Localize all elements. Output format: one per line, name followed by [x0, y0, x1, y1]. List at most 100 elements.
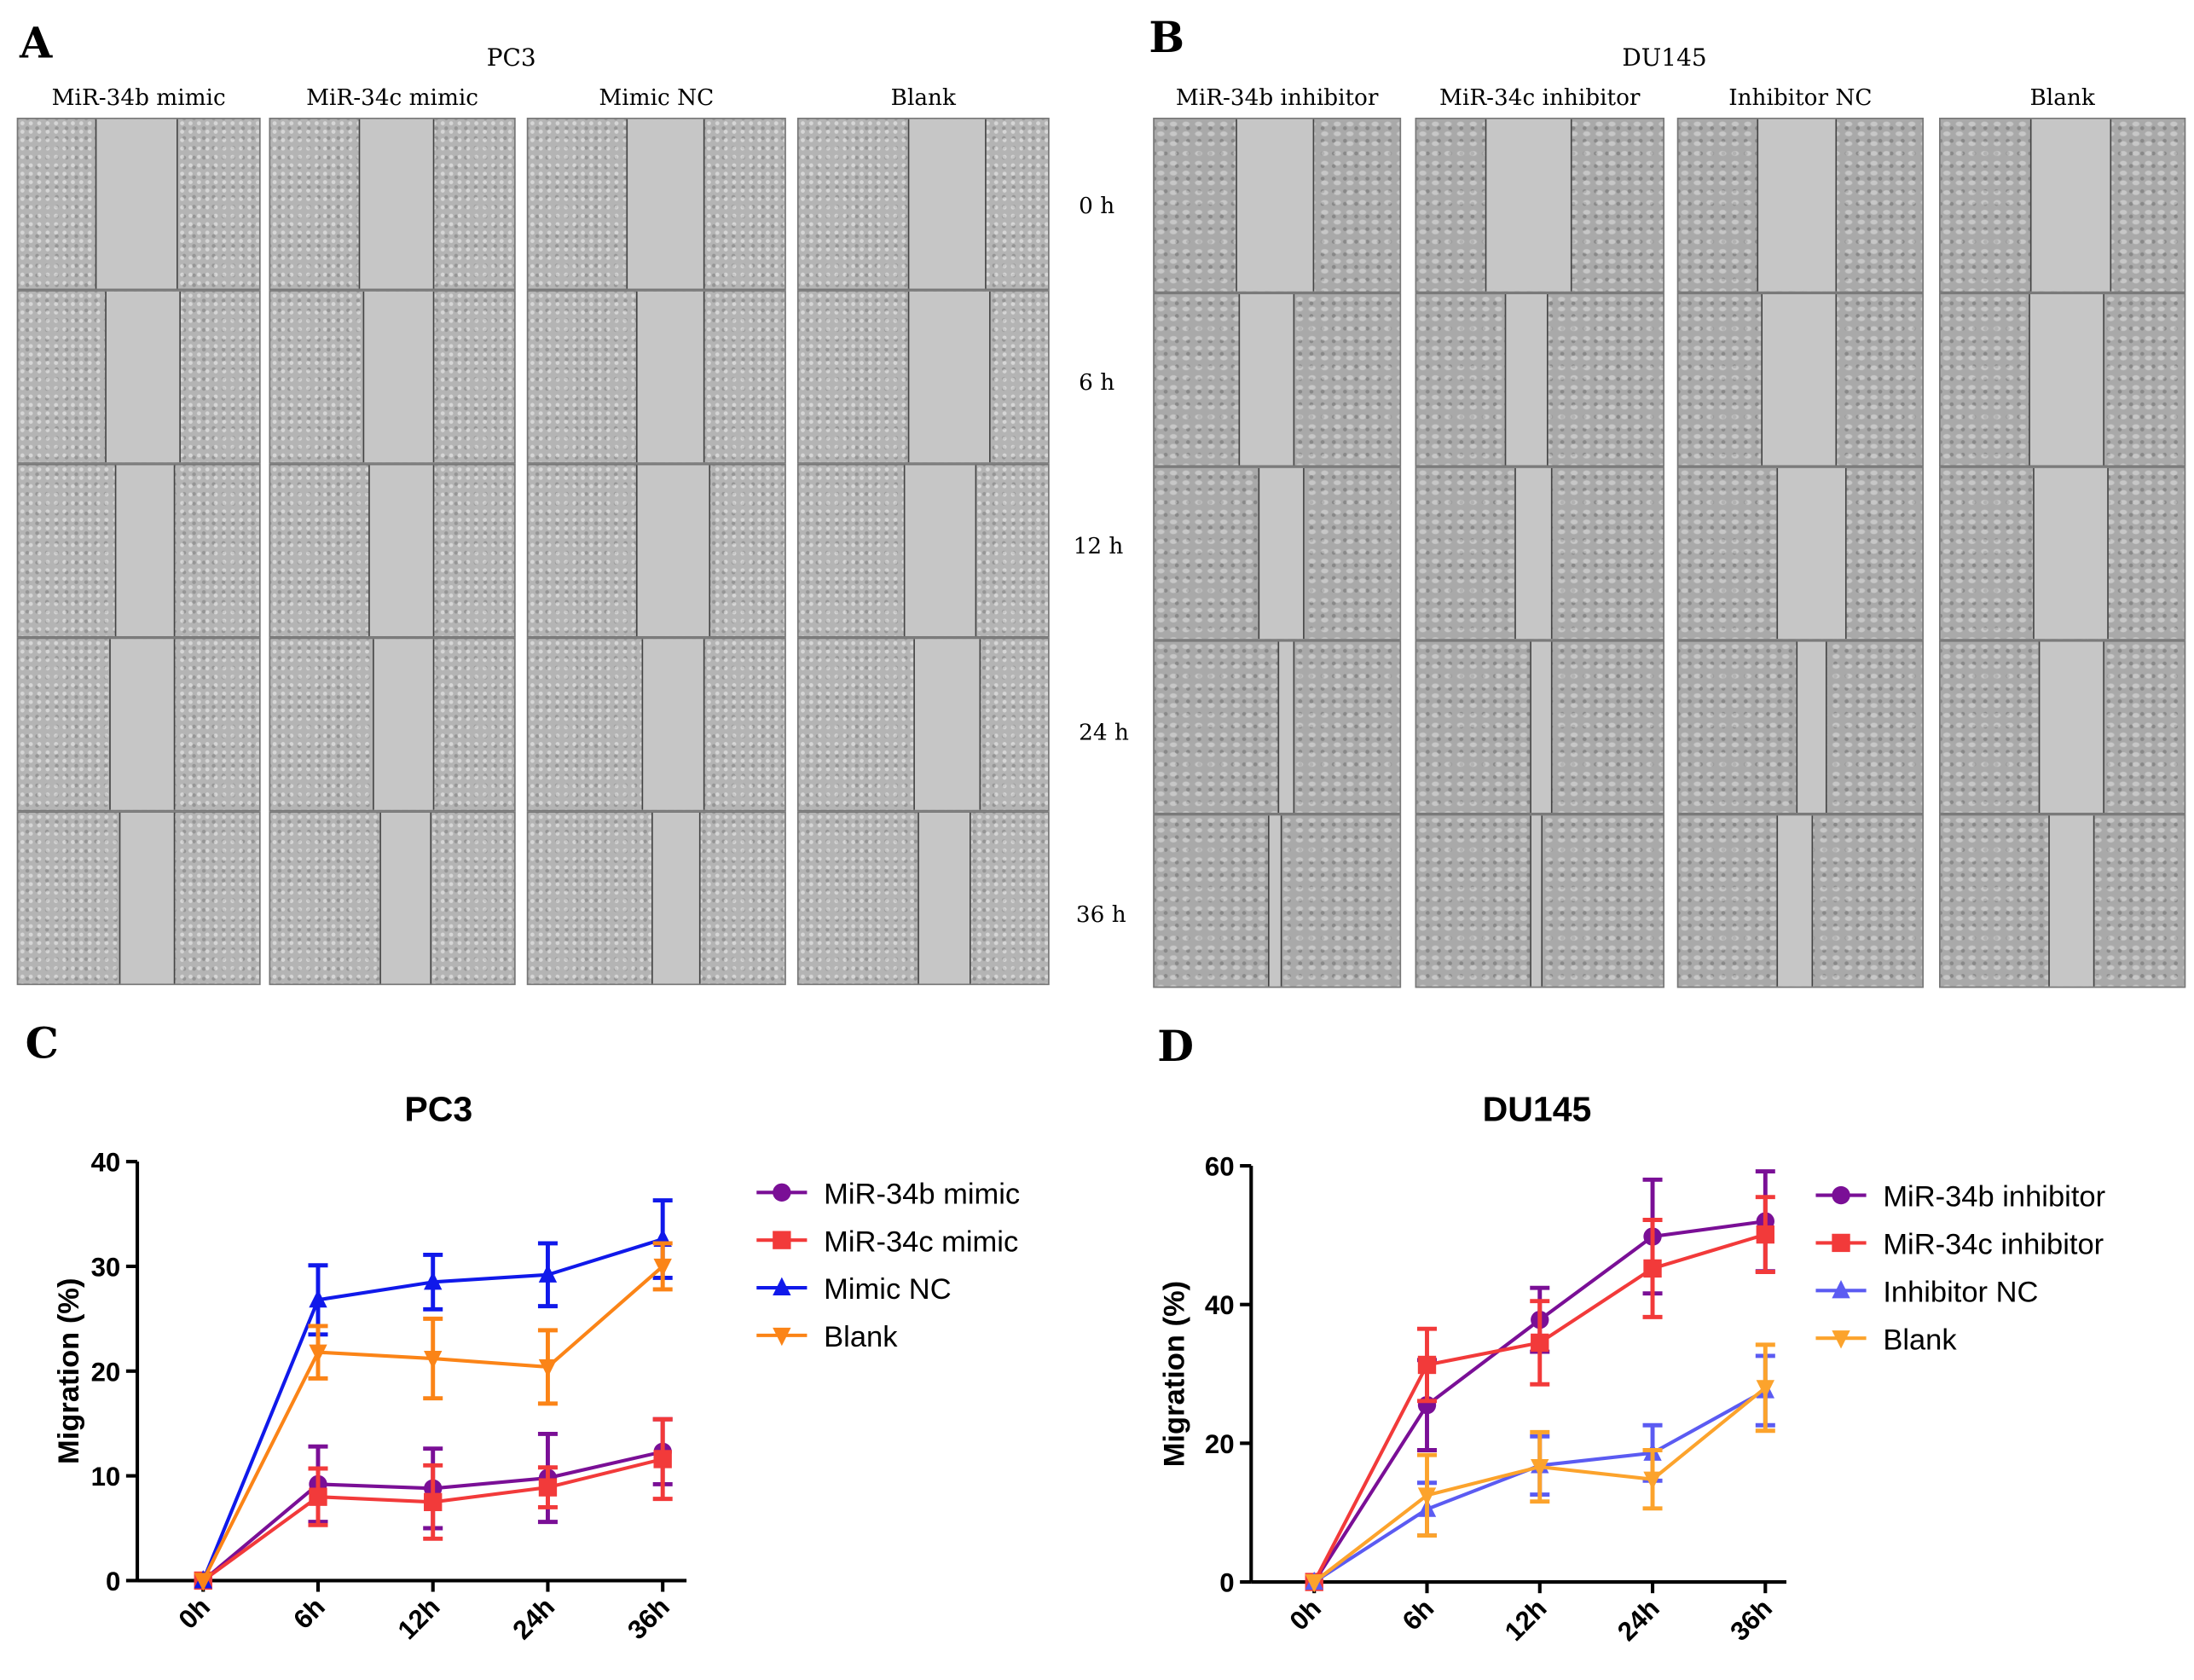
du145-point-1-4	[1756, 1225, 1774, 1244]
du145-y-tick-label-0: 0	[1219, 1568, 1234, 1598]
pc3-scratch-gap-r0-c0	[95, 119, 178, 289]
du145-point-3-4	[1756, 1380, 1774, 1399]
time-label-12h: 12 h	[1073, 532, 1124, 559]
pc3-micrograph-r0-c1	[269, 118, 516, 291]
pc3-scratch-gap-r1-c2	[635, 291, 706, 463]
du145-point-3-3	[1643, 1471, 1662, 1491]
pc3-scratch-gap-r0-c1	[358, 119, 435, 289]
du145-legend-marker-3	[1832, 1330, 1850, 1349]
pc3-micrograph-r3-c0	[16, 637, 261, 812]
du145-scratch-gap-r2-c2	[1775, 467, 1848, 640]
pc3-point-3-4	[653, 1258, 672, 1277]
pc3-legend-label-0: MiR-34b mimic	[824, 1178, 1020, 1210]
pc3-scratch-gap-r3-c1	[373, 639, 435, 810]
du145-scratch-gap-r2-c3	[2033, 467, 2110, 640]
du145-col-label-inhibitor-nc: Inhibitor NC	[1728, 84, 1873, 111]
pc3-micrograph-r4-c2	[526, 811, 786, 986]
pc3-y-tick-label-0: 0	[106, 1567, 120, 1596]
du145-micrograph-r3-c1	[1415, 640, 1665, 814]
pc3-scratch-gap-r0-c2	[625, 119, 706, 289]
pc3-point-2-3	[538, 1264, 558, 1283]
pc3-legend-marker-0	[773, 1183, 791, 1202]
du145-x-tick-label-3: 24h	[1612, 1593, 1665, 1647]
pc3-point-1-2	[424, 1492, 443, 1511]
pc3-col-label-mir34b: MiR-34b mimic	[51, 84, 226, 111]
du145-legend-label-3: Blank	[1883, 1324, 1957, 1356]
du145-micrograph-r0-c1	[1415, 118, 1665, 293]
du145-scratch-gap-r0-c2	[1756, 119, 1838, 292]
du145-micrograph-r2-c0	[1153, 466, 1402, 640]
du145-micrograph-r0-c0	[1153, 118, 1402, 293]
du145-micrograph-r1-c0	[1153, 293, 1402, 467]
pc3-x-tick-label-3: 24h	[507, 1591, 560, 1645]
du145-point-3-0	[1305, 1574, 1323, 1593]
pc3-micrograph-r1-c3	[796, 290, 1050, 464]
pc3-point-2-2	[424, 1272, 443, 1290]
pc3-micrograph-r4-c0	[16, 811, 261, 986]
du145-micrograph-r3-c2	[1676, 640, 1924, 814]
pc3-point-3-1	[309, 1344, 327, 1363]
pc3-scratch-gap-r3-c2	[640, 639, 706, 810]
du145-x-tick-label-4: 36h	[1724, 1593, 1778, 1647]
pc3-scratch-gap-r2-c1	[368, 465, 435, 636]
panel-b-title: DU145	[1622, 44, 1707, 73]
du145-scratch-gap-r4-c3	[2047, 815, 2095, 987]
du145-micrograph-r0-c3	[1939, 118, 2186, 293]
du145-micrograph-r2-c2	[1676, 466, 1924, 640]
du145-scratch-gap-r3-c2	[1795, 641, 1828, 813]
time-label-6h: 6 h	[1079, 368, 1115, 396]
pc3-micrograph-r3-c3	[796, 637, 1050, 812]
du145-legend-marker-1	[1832, 1233, 1850, 1253]
du145-point-3-2	[1531, 1459, 1549, 1478]
du145-micrograph-r3-c0	[1153, 640, 1402, 814]
du145-col-label-mir34b: MiR-34b inhibitor	[1175, 84, 1379, 111]
time-label-24h: 24 h	[1079, 718, 1129, 746]
pc3-micrograph-r1-c2	[526, 290, 786, 464]
pc3-col-label-mir34c: MiR-34c mimic	[306, 84, 479, 111]
pc3-point-3-0	[194, 1573, 212, 1591]
panel-letter-d: D	[1157, 1022, 1194, 1072]
pc3-micrograph-r2-c1	[269, 463, 516, 638]
pc3-legend-label-1: MiR-34c mimic	[824, 1225, 1018, 1258]
du145-legend-marker-0	[1832, 1185, 1850, 1205]
du145-micrograph-r4-c3	[1939, 814, 2186, 988]
pc3-scratch-gap-r2-c3	[903, 465, 976, 636]
du145-micrograph-r4-c1	[1415, 814, 1665, 988]
du145-scratch-gap-r1-c0	[1237, 294, 1295, 466]
du145-point-1-2	[1531, 1333, 1549, 1353]
du145-micrograph-r2-c1	[1415, 466, 1665, 640]
du145-legend-label-0: MiR-34b inhibitor	[1883, 1181, 2105, 1214]
du145-point-1-3	[1643, 1259, 1662, 1278]
pc3-y-tick-label-3: 30	[91, 1252, 121, 1282]
du145-legend-label-2: Inhibitor NC	[1883, 1276, 2038, 1308]
pc3-y-tick-label-2: 20	[91, 1357, 121, 1387]
pc3-col-label-blank: Blank	[890, 84, 956, 111]
pc3-col-label-mimic-nc: Mimic NC	[599, 84, 715, 111]
du145-scratch-gap-r4-c0	[1267, 815, 1282, 987]
du145-micrograph-r0-c2	[1676, 118, 1924, 293]
pc3-scratch-gap-r1-c3	[908, 291, 992, 463]
pc3-micrograph-r3-c1	[269, 637, 516, 812]
pc3-micrograph-r0-c3	[796, 118, 1050, 291]
pc3-scratch-gap-r2-c0	[114, 465, 176, 636]
pc3-micrograph-r4-c1	[269, 811, 516, 986]
pc3-legend-label-2: Mimic NC	[824, 1273, 951, 1306]
pc3-scratch-gap-r3-c0	[109, 639, 176, 810]
du145-micrograph-r1-c2	[1676, 293, 1924, 467]
pc3-micrograph-r4-c3	[796, 811, 1050, 986]
pc3-micrograph-r3-c2	[526, 637, 786, 812]
pc3-chart-title: PC3	[404, 1089, 472, 1128]
du145-point-1-1	[1417, 1355, 1437, 1375]
du145-scratch-gap-r4-c1	[1530, 815, 1543, 987]
du145-scratch-gap-r2-c0	[1257, 467, 1305, 640]
du145-x-tick-label-2: 12h	[1499, 1593, 1553, 1647]
pc3-x-tick-label-1: 6h	[287, 1591, 331, 1635]
pc3-micrograph-r1-c0	[16, 290, 261, 464]
du145-micrograph-r2-c3	[1939, 466, 2186, 640]
pc3-scratch-gap-r4-c0	[119, 812, 176, 984]
pc3-scratch-gap-r4-c3	[918, 812, 971, 984]
du145-scratch-gap-r3-c3	[2038, 641, 2104, 813]
du145-y-tick-label-3: 60	[1205, 1152, 1235, 1182]
pc3-scratch-gap-r1-c1	[362, 291, 435, 463]
